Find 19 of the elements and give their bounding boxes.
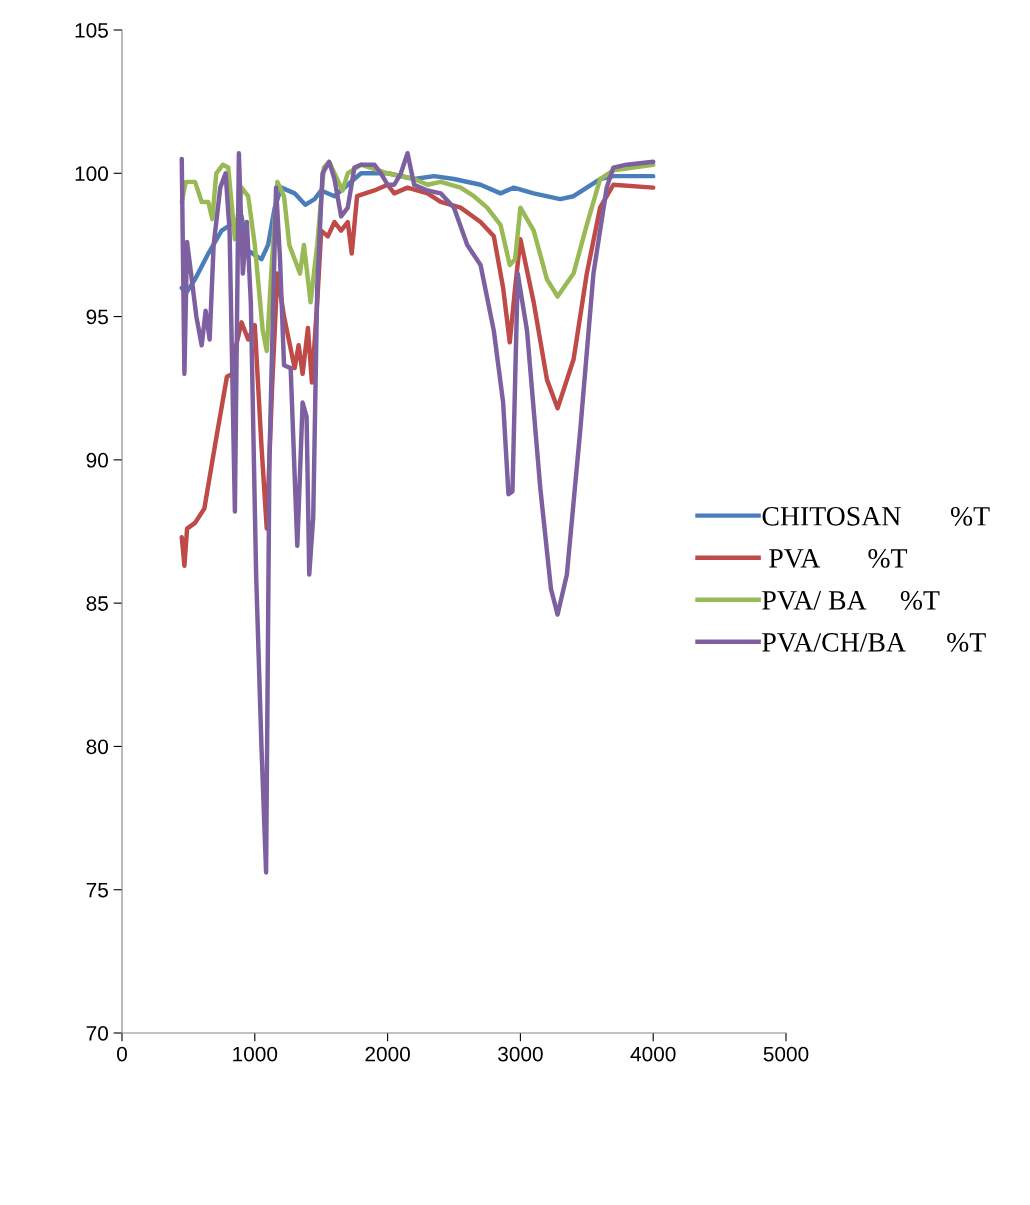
y-tick-label: 90 <box>86 452 108 468</box>
x-tick-label: 0 <box>117 1046 127 1062</box>
y-tick-label: 75 <box>86 882 108 898</box>
x-tick-label: 2000 <box>365 1046 410 1062</box>
legend-label: CHITOSAN %T <box>762 506 990 526</box>
y-tick-label: 80 <box>86 739 108 755</box>
y-tick-label: 85 <box>86 596 108 611</box>
y-tick-label: 95 <box>86 309 108 325</box>
x-tick-label: 5000 <box>763 1046 809 1062</box>
y-tick-label: 100 <box>75 166 108 182</box>
x-tick-label: 4000 <box>630 1046 676 1062</box>
y-tick-label: 105 <box>75 23 108 38</box>
legend-label: PVA/ BA %T <box>762 590 940 610</box>
x-tick-label: 1000 <box>233 1046 278 1062</box>
legend-label: PVA %T <box>769 548 908 568</box>
line-series <box>179 151 656 875</box>
legend-label: PVA/CH/BA %T <box>762 632 986 652</box>
x-tick-label: 3000 <box>498 1046 543 1062</box>
y-tick-label: 70 <box>86 1026 108 1041</box>
